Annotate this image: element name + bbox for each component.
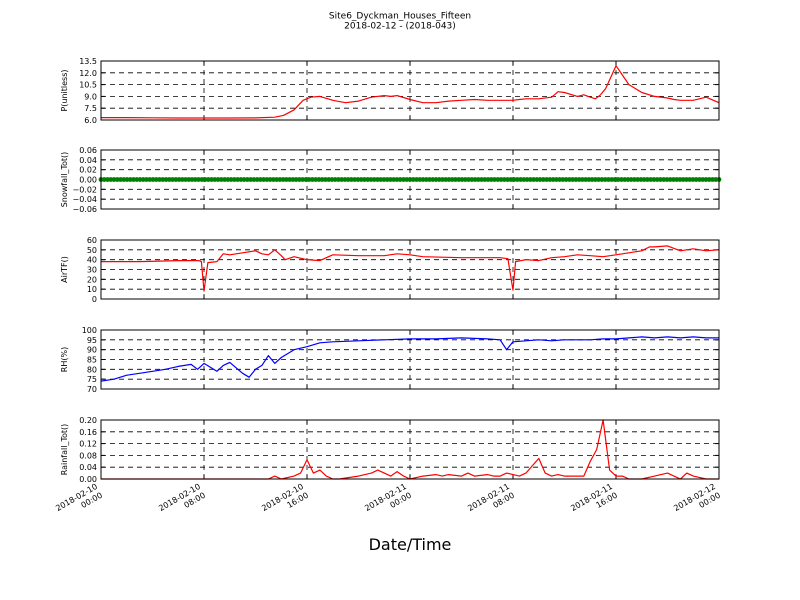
y-tick-label: 100 [82,326,97,335]
y-tick-label: 85 [87,356,97,365]
y-tick-label: 6.0 [84,116,97,125]
y-tick-label: 7.5 [84,104,97,113]
y-tick-label: 0.06 [79,146,97,155]
x-tick-label: 2018-02-1108:00 [466,482,516,522]
y-tick-label: 0.02 [79,166,97,175]
y-tick-label: 12.0 [79,69,97,78]
y-tick-label: 95 [87,336,97,345]
y-tick-label: 9.0 [84,92,97,101]
y-tick-label: 75 [87,375,97,384]
y-tick-label: 0.12 [79,440,97,449]
x-tick-label: 2018-02-1008:00 [157,482,207,522]
y-axis-label: Snowfall_Tot() [60,152,69,208]
y-tick-label: 90 [87,346,97,355]
y-tick-label: −0.02 [72,185,97,194]
series-line [101,419,719,480]
y-tick-label: 0.04 [79,463,97,472]
y-tick-label: 0.04 [79,156,97,165]
x-tick-label: 2018-02-1016:00 [260,482,310,522]
y-tick-label: 10.5 [79,81,97,90]
y-tick-label: 0.00 [79,176,97,185]
chart-title: Site6_Dyckman_Houses_Fifteen [329,12,471,22]
x-tick-label: 2018-02-1116:00 [569,482,619,522]
y-tick-label: 13.5 [79,57,97,66]
x-tick-labels: 2018-02-1000:00 2018-02-1008:00 2018-02-10… [54,482,722,522]
x-tick-label: 2018-02-1000:00 [54,482,104,522]
series-line [101,245,720,292]
y-axis-label: AirTF() [60,256,69,283]
axes-frame [100,329,720,390]
y-tick-label: 80 [87,365,97,374]
series-line [101,65,720,119]
panel-1: 6.0 7.5 9.0 10.5 12.0 13.5 P(unitless) [60,57,720,125]
y-tick-label: 20 [87,275,97,284]
y-tick-label: −0.04 [72,195,97,204]
axes-frame [100,239,720,300]
panel-5: 0.00 0.04 0.08 0.12 0.16 0.20 Rainfall_Tot() [60,416,720,484]
y-tick-label: 0.16 [79,428,97,437]
y-tick-label: 40 [87,256,97,265]
x-tick-label: 2018-02-1100:00 [363,482,413,522]
chart-subtitle: 2018-02-12 - (2018-043) [344,22,456,32]
axes-frame [100,60,720,121]
y-axis-label: Rainfall_Tot() [60,424,69,476]
axes-frame [100,149,720,210]
y-tick-label: 50 [87,246,97,255]
y-tick-label: 0 [92,295,97,304]
y-tick-label: −0.06 [72,205,97,214]
series-line [100,336,719,382]
x-tick-label: 2018-02-1200:00 [672,482,722,522]
x-axis-label: Date/Time [369,535,452,554]
y-axis-label: P(unitless) [60,69,69,111]
y-tick-label: 70 [87,385,97,394]
y-tick-label: 60 [87,236,97,245]
y-tick-label: 0.00 [79,475,97,484]
axes-frame [100,419,720,480]
y-tick-label: 10 [87,285,97,294]
panels-group: 6.07.59.010.512.013.5P(unitless)−0.06−0.… [60,57,722,484]
y-tick-label: 0.08 [79,451,97,460]
panel-2: −0.06−0.04−0.020.000.020.040.06 Snowfall_… [60,146,722,214]
y-tick-label: 0.20 [79,416,97,425]
y-axis-label: RH(%) [60,347,69,372]
y-tick-label: 30 [87,266,97,275]
